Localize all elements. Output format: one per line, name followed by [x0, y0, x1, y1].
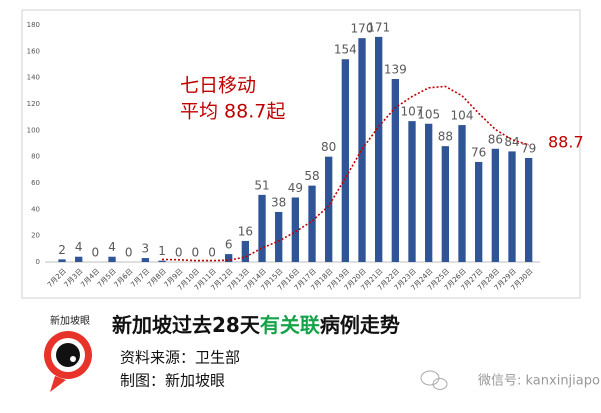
bar — [258, 194, 266, 262]
bar — [441, 146, 450, 262]
value-label: 0 — [208, 246, 216, 260]
value-label: 4 — [75, 240, 83, 254]
bar — [58, 259, 66, 262]
title-part: 病例走势 — [320, 313, 400, 337]
value-label: 104 — [451, 109, 474, 123]
value-label: 84 — [504, 135, 519, 149]
bar — [408, 121, 416, 262]
value-label: 0 — [192, 246, 200, 260]
credit: 制图：新加坡眼 — [120, 372, 225, 390]
value-label: 16 — [238, 224, 253, 238]
value-label: 49 — [288, 181, 303, 195]
value-label: 170 — [351, 22, 374, 36]
value-label: 86 — [488, 132, 503, 146]
bar — [475, 161, 483, 262]
bar — [308, 185, 316, 262]
bar — [275, 211, 283, 262]
bar — [458, 125, 466, 262]
bar — [241, 240, 250, 262]
watermark: 微信号: kanxinjiapo — [478, 374, 600, 389]
y-tick-label: 20 — [31, 232, 40, 240]
bar — [75, 256, 83, 262]
logo-eye — [56, 343, 80, 367]
bar — [108, 256, 116, 262]
value-label: 171 — [367, 20, 390, 34]
y-tick-label: 40 — [31, 205, 40, 213]
y-tick-label: 80 — [31, 153, 40, 161]
value-label: 79 — [521, 141, 536, 155]
bar — [508, 151, 516, 262]
logo-glint — [70, 356, 76, 362]
value-label: 6 — [225, 238, 233, 252]
y-tick-label: 60 — [31, 179, 40, 187]
value-label: 88 — [438, 130, 453, 144]
annotation: 88.7 — [548, 133, 584, 152]
value-label: 4 — [108, 240, 116, 254]
y-tick-label: 140 — [27, 74, 40, 82]
bar — [341, 59, 350, 262]
value-label: 3 — [142, 242, 150, 256]
y-tick-label: 100 — [27, 126, 40, 134]
logo-tail — [50, 376, 66, 392]
bar — [391, 78, 400, 262]
annotation: 平均 88.7起 — [180, 101, 285, 123]
chart-frame — [21, 9, 581, 299]
bar — [425, 123, 433, 262]
logo-text: 新加坡眼 — [50, 314, 90, 327]
value-label: 107 — [401, 105, 424, 119]
y-tick-label: 0 — [36, 258, 40, 266]
annotation: 七日移动 — [180, 75, 256, 97]
bar — [141, 258, 150, 262]
y-tick-label: 180 — [27, 21, 40, 29]
value-label: 58 — [304, 169, 319, 183]
title-part: 新加坡过去28天 — [112, 313, 261, 337]
y-tick-label: 120 — [27, 100, 40, 108]
value-label: 0 — [125, 246, 133, 260]
value-label: 0 — [175, 246, 183, 260]
value-label: 0 — [92, 246, 100, 260]
icon-bubble — [420, 370, 440, 386]
bar — [158, 260, 166, 262]
wechat-icon — [420, 370, 448, 390]
value-label: 105 — [417, 107, 440, 121]
value-label: 154 — [334, 43, 357, 57]
bar — [525, 157, 533, 262]
value-label: 76 — [471, 145, 486, 159]
bar — [225, 254, 233, 262]
value-label: 80 — [321, 140, 336, 154]
moving-average-line — [161, 85, 529, 262]
bar — [358, 38, 366, 262]
footer-title: 新加坡过去28天有关联病例走势 — [112, 313, 400, 337]
icon-bubble — [432, 378, 448, 390]
bar — [325, 156, 333, 262]
value-label: 2 — [58, 243, 66, 257]
value-label: 139 — [384, 62, 407, 76]
bar — [375, 36, 383, 262]
title-part: 有关联 — [260, 313, 320, 337]
value-label: 1 — [158, 244, 166, 258]
value-label: 51 — [254, 178, 269, 192]
logo: 新加坡眼 — [44, 314, 92, 392]
bar — [291, 197, 300, 262]
bar — [491, 148, 500, 262]
y-tick-label: 160 — [27, 47, 40, 55]
value-label: 38 — [271, 195, 286, 209]
source: 资料来源：卫生部 — [120, 349, 240, 367]
